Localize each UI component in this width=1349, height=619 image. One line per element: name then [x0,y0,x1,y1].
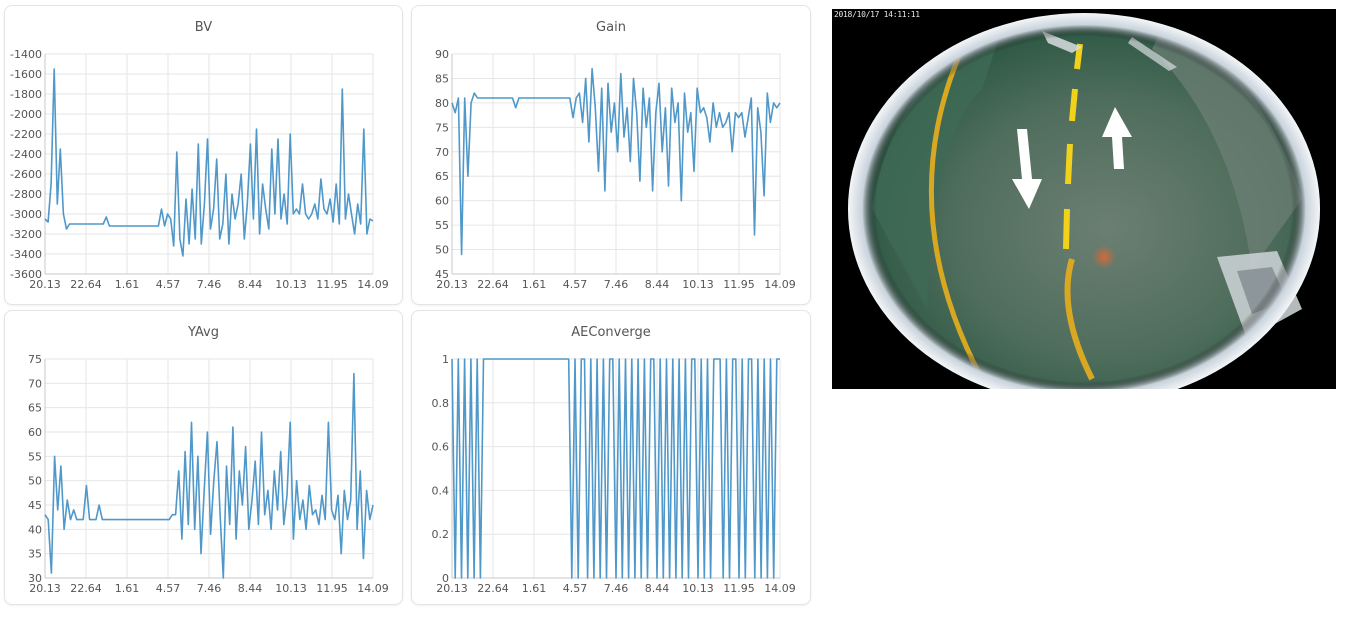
y-tick-label: 60 [435,195,449,208]
x-tick-label: 20.13 [29,582,61,595]
x-tick-label: 14.09 [357,278,389,291]
y-tick-label: -1400 [10,48,42,61]
y-tick-label: -3000 [10,208,42,221]
y-tick-label: 80 [435,97,449,110]
x-tick-label: 1.61 [115,278,140,291]
x-tick-label: 7.46 [604,278,629,291]
y-tick-label: 0.4 [432,484,450,497]
y-tick-label: 90 [435,48,449,61]
y-tick-label: 75 [28,353,42,366]
x-tick-label: 4.57 [563,582,588,595]
y-tick-label: 60 [28,426,42,439]
y-tick-label: -2800 [10,188,42,201]
y-tick-label: -2600 [10,168,42,181]
x-tick-label: 7.46 [197,278,222,291]
chart-panel-aeconverge: AEConverge 1 0.8 0.6 0.4 0.2 0 20.13 22.64 1.61 4.… [411,310,811,605]
x-tick-label: 1.61 [115,582,140,595]
x-tick-label: 14.09 [764,278,796,291]
y-tick-label: -2000 [10,108,42,121]
y-tick-label: -3600 [10,268,42,281]
y-tick-label: -3200 [10,228,42,241]
x-tick-label: 10.13 [275,582,307,595]
y-tick-label: 70 [435,146,449,159]
x-tick-label: 22.64 [70,278,102,291]
x-tick-label: 11.95 [723,278,755,291]
chart-bv: BV -1400 -1600 -1800 -2000 -2200 -2400 -2600 -28… [10,20,389,291]
chart-panel-bv: BV -1400 -1600 -1800 -2000 -2200 -2400 -2600 -28… [4,5,403,305]
y-tick-label: 30 [28,572,42,585]
series-line [451,67,781,256]
y-tick-label: 45 [435,268,449,281]
x-tick-label: 4.57 [156,278,181,291]
x-tick-label: 8.44 [645,582,670,595]
y-tick-label: -3400 [10,248,42,261]
x-tick-label: 20.13 [436,582,468,595]
chart-title: Gain [596,20,626,35]
x-tick-label: 22.64 [70,582,102,595]
x-tick-label: 1.61 [522,278,547,291]
x-tick-label: 10.13 [682,278,714,291]
y-tick-label: 65 [435,170,449,183]
y-tick-label: 40 [28,523,42,536]
camera-timestamp: 2018/10/17 14:11:11 [834,10,920,19]
fisheye-image [848,13,1320,389]
chart-panel-gain: Gain 90 85 80 75 70 65 60 55 50 45 20.13 22.64 1.61 4.… [411,5,811,305]
x-tick-label: 8.44 [238,582,263,595]
x-tick-label: 4.57 [563,278,588,291]
chart-aeconverge: AEConverge 1 0.8 0.6 0.4 0.2 020.13 22.64 1.61 4.… [432,325,796,595]
y-tick-label: 50 [435,244,449,257]
x-tick-label: 14.09 [357,582,389,595]
chart-title: BV [195,20,213,35]
y-tick-label: 65 [28,402,42,415]
x-tick-label: 11.95 [316,278,348,291]
series-line [44,68,374,257]
x-tick-label: 8.44 [238,278,263,291]
y-tick-label: 0.6 [432,441,450,454]
y-tick-label: -1600 [10,68,42,81]
y-tick-label: 85 [435,72,449,85]
x-tick-label: 1.61 [522,582,547,595]
chart-title: AEConverge [571,325,650,340]
y-tick-label: 45 [28,499,42,512]
x-tick-label: 11.95 [723,582,755,595]
y-tick-label: -2200 [10,128,42,141]
series-line [44,372,374,579]
y-tick-label: 35 [28,548,42,561]
x-tick-label: 10.13 [682,582,714,595]
x-tick-label: 14.09 [764,582,796,595]
y-tick-label: 0.2 [432,528,450,541]
x-tick-label: 11.95 [316,582,348,595]
y-tick-label: 75 [435,121,449,134]
y-tick-label: -2400 [10,148,42,161]
y-tick-label: 55 [28,450,42,463]
series-line [451,358,780,579]
chart-title: YAvg [187,325,219,340]
x-tick-label: 22.64 [477,278,509,291]
y-tick-label: -1800 [10,88,42,101]
x-tick-label: 20.13 [436,278,468,291]
y-tick-label: 1 [442,353,449,366]
y-tick-label: 0.8 [432,397,450,410]
y-tick-label: 55 [435,219,449,232]
x-tick-label: 20.13 [29,278,61,291]
fisheye-camera-view: 2018/10/17 14:11:11 [832,9,1336,389]
y-tick-label: 70 [28,377,42,390]
x-tick-label: 7.46 [604,582,629,595]
chart-panel-yavg: YAvg 75 70 65 60 55 50 45 40 35 30 20.13 22.64 1.61 4.… [4,310,403,605]
x-tick-label: 8.44 [645,278,670,291]
x-tick-label: 22.64 [477,582,509,595]
x-tick-label: 7.46 [197,582,222,595]
y-tick-label: 0 [442,572,449,585]
x-tick-label: 10.13 [275,278,307,291]
x-tick-label: 4.57 [156,582,181,595]
y-tick-label: 50 [28,475,42,488]
